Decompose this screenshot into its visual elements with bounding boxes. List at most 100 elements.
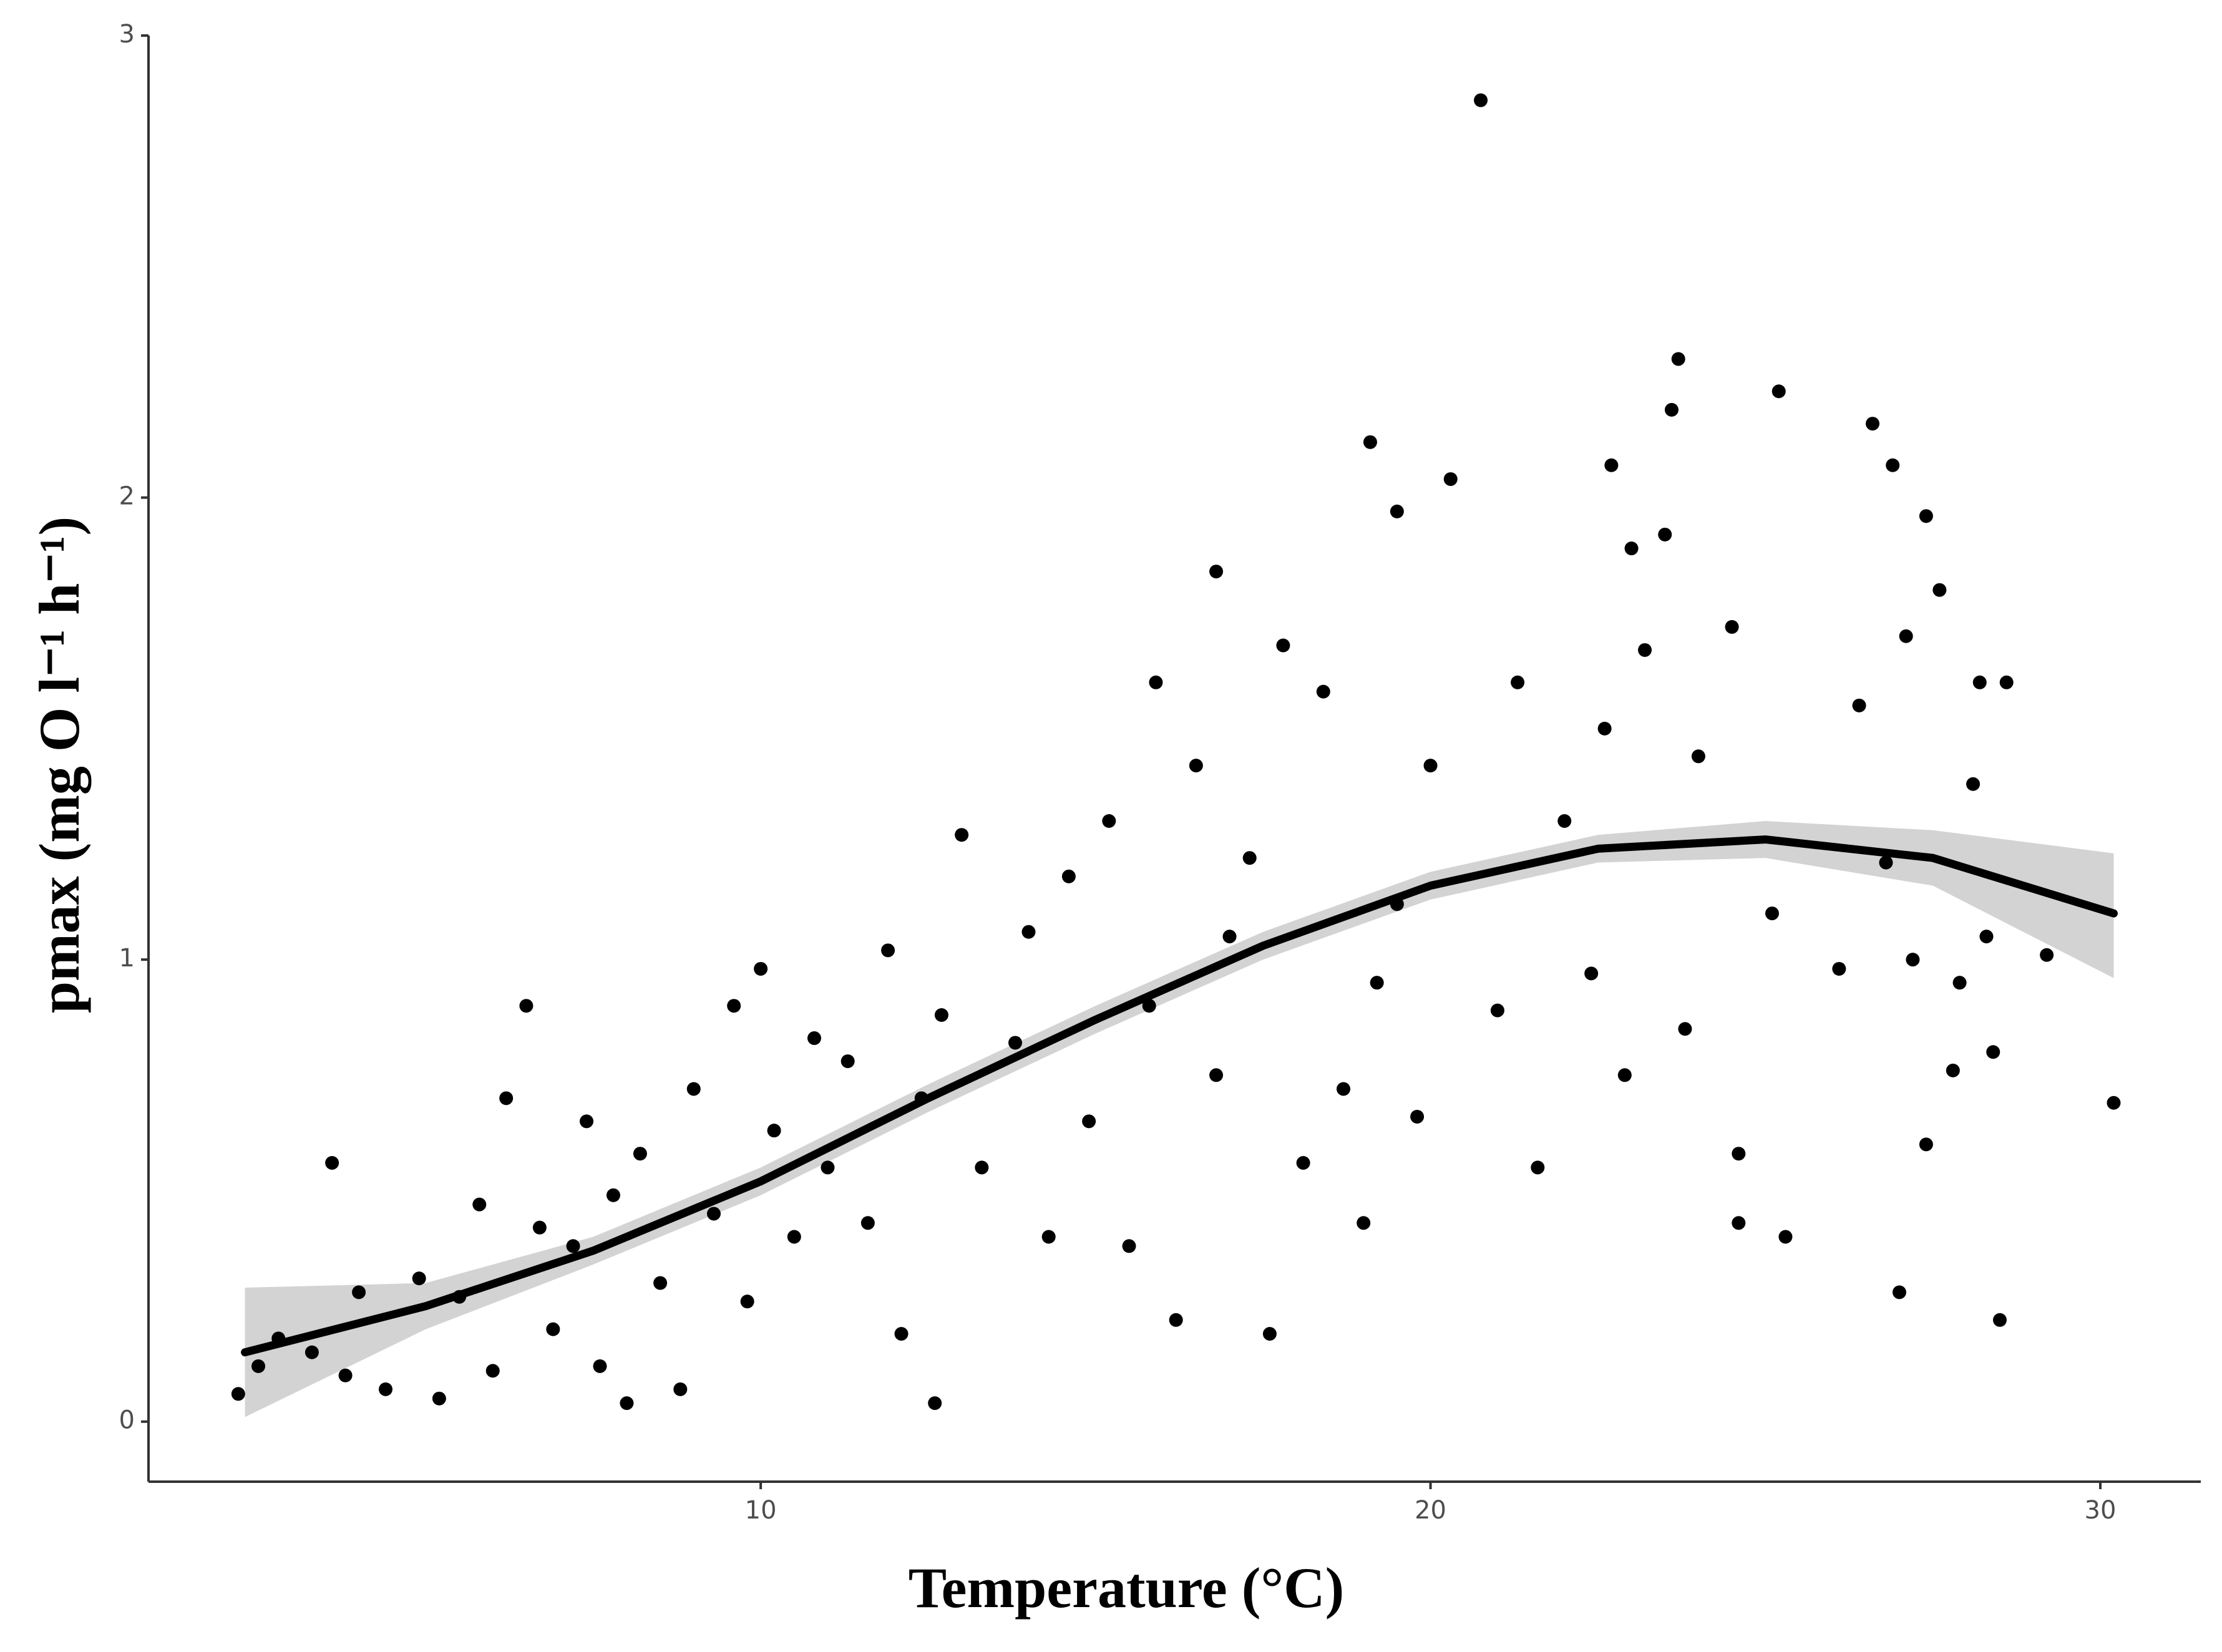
point (807, 1031, 821, 1046)
confidence-band (245, 820, 2114, 1417)
point (1531, 1160, 1545, 1175)
point (841, 1054, 855, 1069)
point (305, 1345, 319, 1359)
point (519, 999, 534, 1013)
point (352, 1285, 366, 1300)
point (1886, 458, 1900, 472)
point (432, 1391, 446, 1406)
point (1209, 565, 1224, 579)
point (673, 1382, 688, 1396)
point (633, 1147, 647, 1161)
point (1008, 1036, 1023, 1050)
point (1946, 1063, 1960, 1077)
point (975, 1160, 989, 1175)
point (881, 943, 895, 958)
point (231, 1387, 245, 1401)
x-tick-label: 30 (2085, 1496, 2117, 1525)
point (1725, 620, 1739, 634)
y-tick-label: 1 (119, 944, 135, 973)
point (653, 1276, 668, 1290)
point (1638, 643, 1652, 657)
smooth-line (241, 835, 2118, 1357)
point (1209, 1068, 1224, 1082)
point (412, 1271, 426, 1286)
point (1061, 869, 1076, 883)
point (485, 1364, 500, 1378)
point (620, 1396, 634, 1411)
point (1664, 402, 1679, 417)
point (894, 1327, 909, 1341)
point (1490, 1003, 1504, 1018)
point (1999, 675, 2014, 689)
point (251, 1359, 266, 1373)
point (821, 1160, 835, 1175)
point (1390, 504, 1404, 518)
x-tick-label: 10 (745, 1496, 777, 1525)
point (706, 1207, 721, 1221)
point (1443, 472, 1458, 486)
point (1732, 1147, 1746, 1161)
point (727, 999, 741, 1013)
point (1276, 638, 1290, 653)
x-tick-label: 20 (1415, 1496, 1446, 1525)
y-tick-label: 0 (119, 1406, 135, 1435)
point (740, 1295, 754, 1309)
point (1584, 966, 1599, 981)
point (566, 1239, 580, 1253)
point (1992, 1313, 2007, 1327)
point (1778, 1230, 1793, 1244)
point (2107, 1096, 2121, 1110)
point (1597, 721, 1612, 736)
point (1671, 352, 1685, 366)
point (860, 1216, 875, 1230)
point (767, 1124, 781, 1138)
point (472, 1197, 487, 1212)
point (1624, 542, 1639, 556)
point (546, 1322, 560, 1336)
point (1021, 925, 1036, 939)
point (1986, 1045, 2000, 1059)
point (1296, 1156, 1310, 1170)
point (325, 1156, 339, 1170)
point (686, 1082, 701, 1096)
point (1919, 509, 1933, 523)
point (1410, 1109, 1425, 1124)
point (1852, 698, 1866, 712)
point (1242, 851, 1257, 865)
point (580, 1114, 594, 1129)
point (1474, 93, 1488, 107)
point (378, 1382, 392, 1396)
point (1832, 961, 1846, 976)
point (593, 1359, 607, 1373)
y-axis-title: pmax (mg O l⁻¹ h⁻¹) (27, 517, 91, 1013)
y-tick-label: 2 (119, 482, 135, 511)
point (1357, 1216, 1371, 1230)
point (1511, 675, 1525, 689)
point (1557, 814, 1572, 828)
point (1952, 976, 1967, 990)
point (1149, 675, 1163, 689)
point (499, 1091, 514, 1105)
point (1866, 417, 1880, 431)
point (1879, 855, 1893, 870)
point (1617, 1068, 1632, 1082)
point (532, 1220, 547, 1235)
point (928, 1396, 942, 1411)
point (2040, 948, 2054, 962)
point (1189, 759, 1203, 773)
point (1919, 1137, 1933, 1152)
point (1102, 814, 1116, 828)
x-axis-title: Temperature (°C) (909, 1556, 1345, 1620)
point (1906, 953, 1920, 967)
point (1678, 1022, 1692, 1036)
point (1732, 1216, 1746, 1230)
point (1604, 458, 1619, 472)
point (1932, 583, 1947, 597)
point (1658, 527, 1672, 542)
point (1142, 999, 1156, 1013)
point (1363, 435, 1377, 449)
point (1082, 1114, 1096, 1129)
point (1337, 1082, 1351, 1096)
point (1122, 1239, 1136, 1253)
